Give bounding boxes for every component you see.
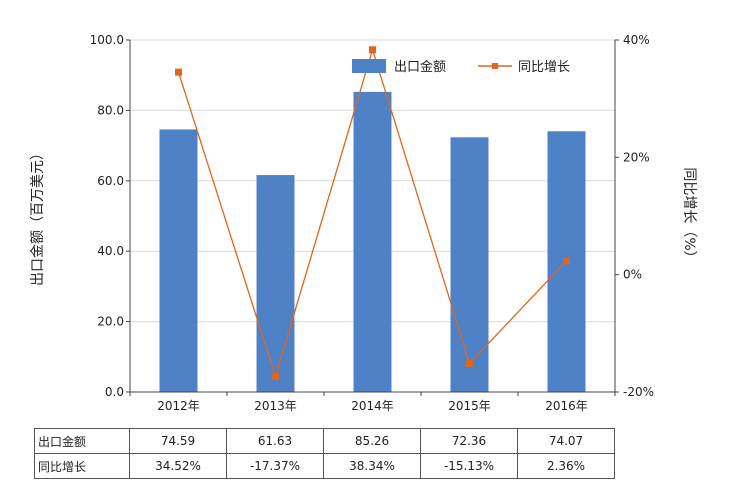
y2-axis-title: 同比增长（%） bbox=[681, 167, 697, 264]
legend-label-line: 同比增长 bbox=[518, 60, 570, 75]
row-header: 同比增长 bbox=[34, 453, 130, 479]
bar-2015年 bbox=[450, 137, 489, 392]
table-row: 出口金额 74.59 61.63 85.26 72.36 74.07 bbox=[34, 428, 615, 454]
legend-swatch-bar bbox=[352, 59, 386, 73]
table-cell: -15.13% bbox=[420, 453, 518, 479]
line-point-2012年 bbox=[175, 68, 182, 76]
data-table: 出口金额 74.59 61.63 85.26 72.36 74.07 同比增长 … bbox=[34, 428, 615, 479]
table-cell: 74.59 bbox=[129, 428, 227, 454]
line-point-2016年 bbox=[563, 257, 570, 265]
y-tick-label: 40.0 bbox=[97, 244, 124, 258]
x-tick-label: 2016年 bbox=[545, 399, 588, 413]
y-axis-title: 出口金额（百万美元） bbox=[30, 146, 46, 286]
y2-tick-label: 0% bbox=[623, 268, 642, 282]
line-point-2013年 bbox=[272, 373, 279, 381]
y2-tick-label: 40% bbox=[623, 33, 650, 47]
x-tick-label: 2013年 bbox=[254, 399, 297, 413]
line-point-2015年 bbox=[466, 359, 473, 367]
y-tick-label: 60.0 bbox=[97, 174, 124, 188]
line-point-2014年 bbox=[369, 46, 376, 54]
table-cell: 74.07 bbox=[517, 428, 615, 454]
combo-chart: 0.0 20.0 40.0 60.0 80.0 100.0 -20% 0% 20% 40% 2012… bbox=[30, 33, 697, 413]
table-cell: 34.52% bbox=[129, 453, 227, 479]
table-cell: 38.34% bbox=[323, 453, 421, 479]
y2-tick-label: 20% bbox=[623, 150, 650, 164]
y-tick-label: 100.0 bbox=[90, 33, 124, 47]
x-tick-label: 2015年 bbox=[448, 399, 491, 413]
row-header: 出口金额 bbox=[34, 428, 130, 454]
x-tick-label: 2012年 bbox=[157, 399, 200, 413]
table-cell: 61.63 bbox=[226, 428, 324, 454]
y2-tick-label: -20% bbox=[623, 385, 654, 399]
y-tick-label: 20.0 bbox=[97, 315, 124, 329]
x-tick-label: 2014年 bbox=[351, 399, 394, 413]
y-tick-label: 0.0 bbox=[105, 385, 124, 399]
legend-swatch-marker bbox=[492, 63, 498, 69]
table-cell: -17.37% bbox=[226, 453, 324, 479]
table-cell: 2.36% bbox=[517, 453, 615, 479]
legend-label-bar: 出口金额 bbox=[394, 59, 446, 75]
table-row: 同比增长 34.52% -17.37% 38.34% -15.13% 2.36% bbox=[34, 453, 615, 479]
table-cell: 85.26 bbox=[323, 428, 421, 454]
bar-2014年 bbox=[353, 91, 392, 392]
table-cell: 72.36 bbox=[420, 428, 518, 454]
bar-2013年 bbox=[256, 175, 295, 392]
y-tick-label: 80.0 bbox=[97, 103, 124, 117]
bar-2012年 bbox=[159, 129, 198, 392]
